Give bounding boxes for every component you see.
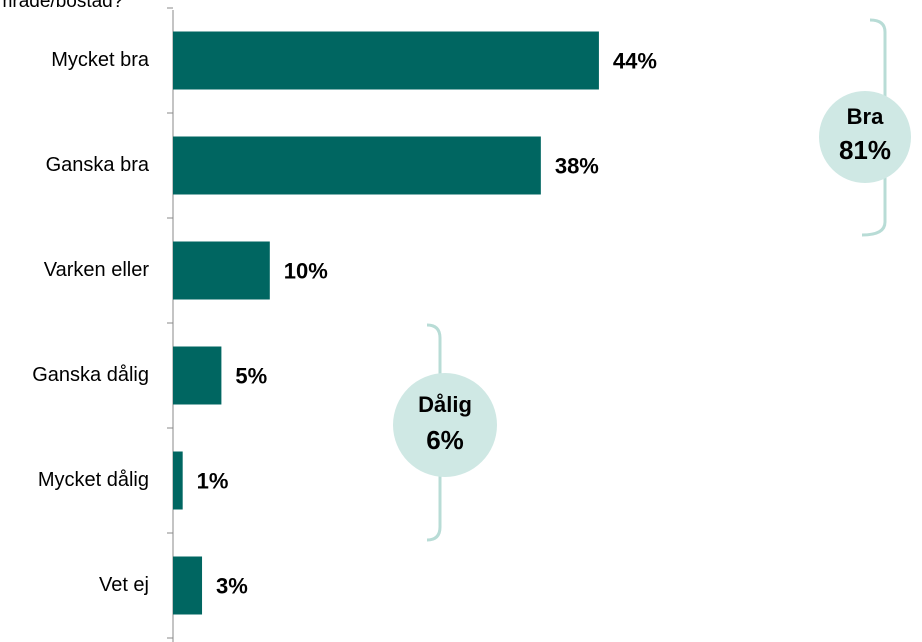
group-label: 81% — [839, 135, 891, 165]
bar — [173, 136, 541, 195]
data-label: 3% — [216, 573, 248, 598]
chart-title: område/bostad? — [0, 0, 123, 12]
group-name: Dålig — [418, 392, 472, 417]
y-tick-label: Mycket dålig — [38, 469, 149, 491]
data-label: 5% — [235, 363, 267, 388]
group-circle — [819, 91, 911, 183]
y-tick-label: Mycket bra — [51, 49, 150, 71]
group-name: Bra — [847, 104, 884, 129]
bar — [173, 451, 183, 510]
y-tick-label: Vet ej — [99, 574, 149, 596]
y-tick-label: Ganska dålig — [32, 364, 149, 386]
y-tick-label: Varken eller — [44, 259, 150, 281]
bar — [173, 346, 222, 405]
bar — [173, 31, 599, 90]
y-tick-label: Ganska bra — [46, 154, 150, 176]
bar — [173, 556, 203, 615]
data-label: 10% — [284, 258, 328, 283]
group-circle — [393, 373, 497, 477]
data-label: 38% — [555, 153, 599, 178]
bar — [173, 241, 270, 300]
data-label: 1% — [197, 468, 229, 493]
data-label: 44% — [613, 48, 657, 73]
group-label: 6% — [426, 425, 464, 455]
